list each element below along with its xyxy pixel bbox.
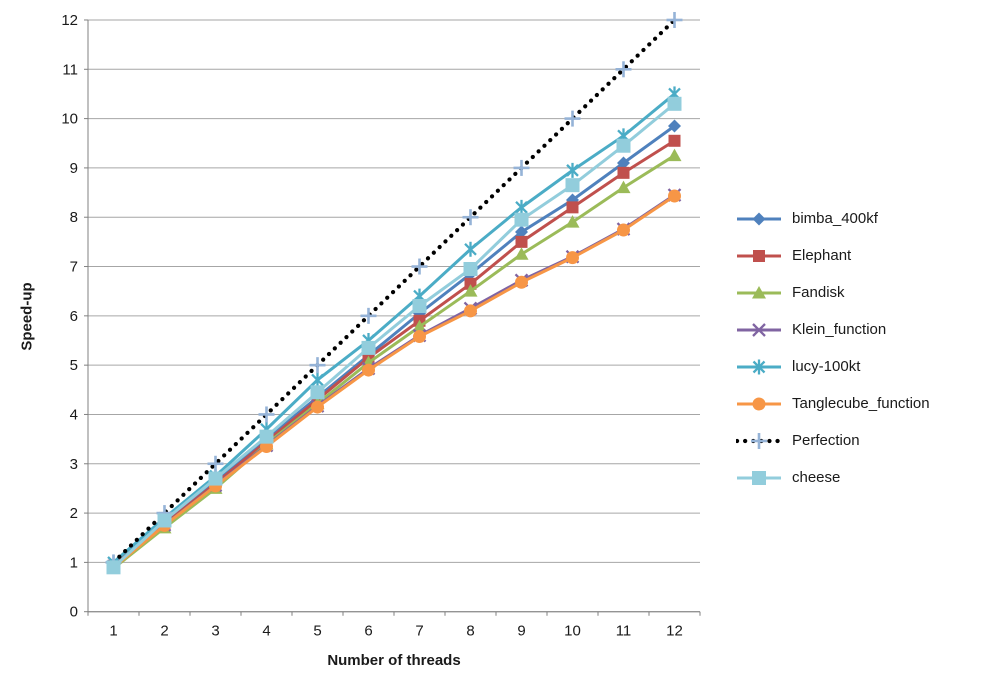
y-tick-label: 1 <box>70 554 78 571</box>
y-tick-label: 4 <box>70 406 78 423</box>
y-tick-label: 12 <box>61 12 78 29</box>
legend-item-Perfection: Perfection <box>736 422 930 459</box>
legend-item-Fandisk: Fandisk <box>736 274 930 311</box>
y-axis-title: Speed-up <box>18 282 36 351</box>
y-tick-label: 11 <box>62 61 78 78</box>
x-tick-label: 1 <box>109 623 117 640</box>
legend-label: Perfection <box>792 432 860 449</box>
legend-marker-square_big-icon <box>737 470 781 485</box>
legend-label: Klein_function <box>792 321 887 338</box>
legend-marker-x-icon <box>737 322 781 337</box>
y-tick-label: 9 <box>70 160 78 177</box>
x-tick-label: 3 <box>211 623 219 640</box>
x-tick-label: 12 <box>666 623 683 640</box>
legend-marker-plus-icon <box>736 432 784 449</box>
legend-marker-square-icon <box>737 249 781 262</box>
legend-item-cheese: cheese <box>736 459 930 496</box>
y-tick-label: 10 <box>61 111 78 128</box>
legend-label: bimba_400kf <box>792 210 878 227</box>
y-tick-label: 6 <box>70 308 78 325</box>
legend-item-bimba_400kf: bimba_400kf <box>736 200 930 237</box>
legend-marker-triangle-icon <box>737 285 781 298</box>
x-tick-label: 7 <box>415 623 423 640</box>
legend-label: cheese <box>792 469 841 486</box>
series-line-bimba_400kf <box>112 124 676 567</box>
series-line-cheese <box>112 102 676 569</box>
y-tick-label: 5 <box>70 357 78 374</box>
series-line-Tanglecube_function <box>112 194 676 569</box>
legend-item-lucy-100kt: lucy-100kt <box>736 348 930 385</box>
y-tick-label: 0 <box>70 604 78 621</box>
y-tick-label: 7 <box>70 259 78 276</box>
legend-marker-diamond-icon <box>737 212 781 225</box>
legend-marker-circle-icon <box>737 397 781 410</box>
legend-item-Klein_function: Klein_function <box>736 311 930 348</box>
legend-item-Tanglecube_function: Tanglecube_function <box>736 385 930 422</box>
y-tick-label: 3 <box>70 456 78 473</box>
series-line-Klein_function <box>112 193 676 568</box>
legend-label: lucy-100kt <box>792 358 861 375</box>
y-tick-label: 2 <box>70 505 78 522</box>
x-tick-label: 4 <box>262 623 270 640</box>
x-axis-title: Number of threads <box>327 652 461 669</box>
x-tick-label: 11 <box>616 623 632 640</box>
x-tick-label: 10 <box>564 623 581 640</box>
series-line-Perfection <box>111 17 677 565</box>
series-line-lucy-100kt <box>112 92 676 564</box>
x-tick-label: 5 <box>313 623 321 640</box>
series-line-Fandisk <box>112 154 676 570</box>
x-tick-label: 9 <box>517 623 525 640</box>
y-tick-label: 8 <box>70 209 78 226</box>
x-tick-label: 8 <box>466 623 474 640</box>
legend-label: Tanglecube_function <box>792 395 930 412</box>
legend-item-Elephant: Elephant <box>736 237 930 274</box>
legend-marker-asterisk-icon <box>737 359 781 374</box>
x-tick-label: 2 <box>160 623 168 640</box>
chart-legend: bimba_400kf Elephant Fandisk Klein_function… <box>736 200 930 496</box>
legend-label: Elephant <box>792 247 852 264</box>
legend-label: Fandisk <box>792 284 845 301</box>
x-tick-label: 6 <box>364 623 372 640</box>
